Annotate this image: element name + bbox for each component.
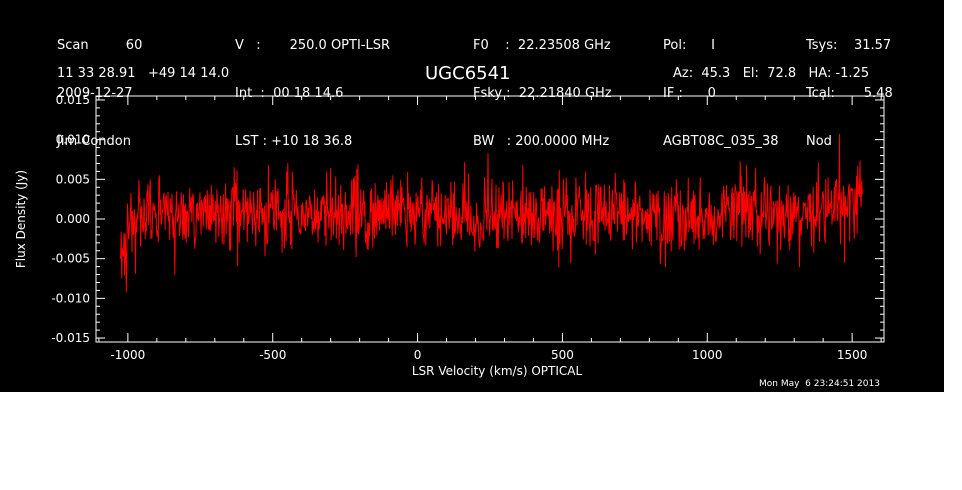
tcal: Tcal: 5.48: [806, 86, 893, 101]
y-axis-label: Flux Density (Jy): [14, 170, 28, 268]
polarization-info: Pol: I IF : 0 AGBT08C_035_38: [663, 6, 779, 182]
spectrum-series-line: [120, 134, 863, 293]
bandwidth: BW : 200.0000 MHz: [473, 134, 610, 149]
x-tick-label: 1500: [837, 348, 868, 362]
y-tick-label: 0.000: [56, 212, 90, 226]
spectrum-trace-layer: [120, 134, 863, 293]
if-number: IF : 0: [663, 86, 716, 101]
tick-label-layer: -1000 -500 0 500 1000 1500 -0.015 -0.010 -0.005 0…: [51, 93, 867, 362]
y-tick-label: -0.005: [51, 252, 90, 266]
lst-line: LST : +10 18 36.8: [235, 134, 353, 149]
plot-timestamp: Mon May 6 23:24:51 2013: [759, 379, 880, 389]
observation-date: 2009-12-27: [57, 86, 133, 101]
az-el-ha: Az: 45.3 El: 72.8 HA: -1.25: [673, 66, 870, 81]
y-tick-label: 0.015: [56, 93, 90, 107]
y-tick-label: 0.005: [56, 172, 90, 186]
x-tick-label: 0: [414, 348, 422, 362]
project-id: AGBT08C_035_38: [663, 134, 779, 149]
scan-number: Scan 60: [57, 38, 143, 53]
scan-info: Scan 60 2009-12-27 Jim Condon: [57, 6, 142, 182]
rest-frequency: F0 : 22.23508 GHz: [473, 38, 611, 53]
spectrum-panel: Scan 60 2009-12-27 Jim Condon V : 250.0 …: [0, 0, 944, 392]
x-tick-label: 500: [551, 348, 574, 362]
x-tick-label: 1000: [692, 348, 723, 362]
chart-title: UGC6541: [425, 63, 511, 84]
polarization: Pol: I: [663, 38, 715, 53]
x-axis-label: LSR Velocity (km/s) OPTICAL: [412, 364, 583, 378]
y-tick-label: -0.015: [51, 331, 90, 345]
velocity-line: V : 250.0 OPTI-LSR: [235, 38, 391, 53]
y-tick-label: 0.010: [56, 133, 90, 147]
velocity-info: V : 250.0 OPTI-LSR Int : 00 18 14.6 LST …: [235, 6, 390, 182]
tick-layer: [96, 96, 884, 342]
x-tick-label: -500: [259, 348, 286, 362]
source-coordinates: 11 33 28.91 +49 14 14.0: [57, 66, 230, 81]
tsys: Tsys: 31.57: [806, 38, 892, 53]
system-temperature-info: Tsys: 31.57 Tcal: 5.48 Nod: [806, 6, 893, 182]
nod-mode: Nod: [806, 134, 832, 149]
frequency-info: F0 : 22.23508 GHz Fsky : 22.21840 GHz BW…: [473, 6, 612, 182]
spectrum-plot: -1000 -500 0 500 1000 1500 -0.015 -0.010 -0.005 0…: [14, 93, 885, 378]
observer-name: Jim Condon: [57, 134, 131, 149]
y-tick-label: -0.010: [51, 291, 90, 305]
x-tick-label: -1000: [110, 348, 145, 362]
integration-time: Int : 00 18 14.6: [235, 86, 344, 101]
